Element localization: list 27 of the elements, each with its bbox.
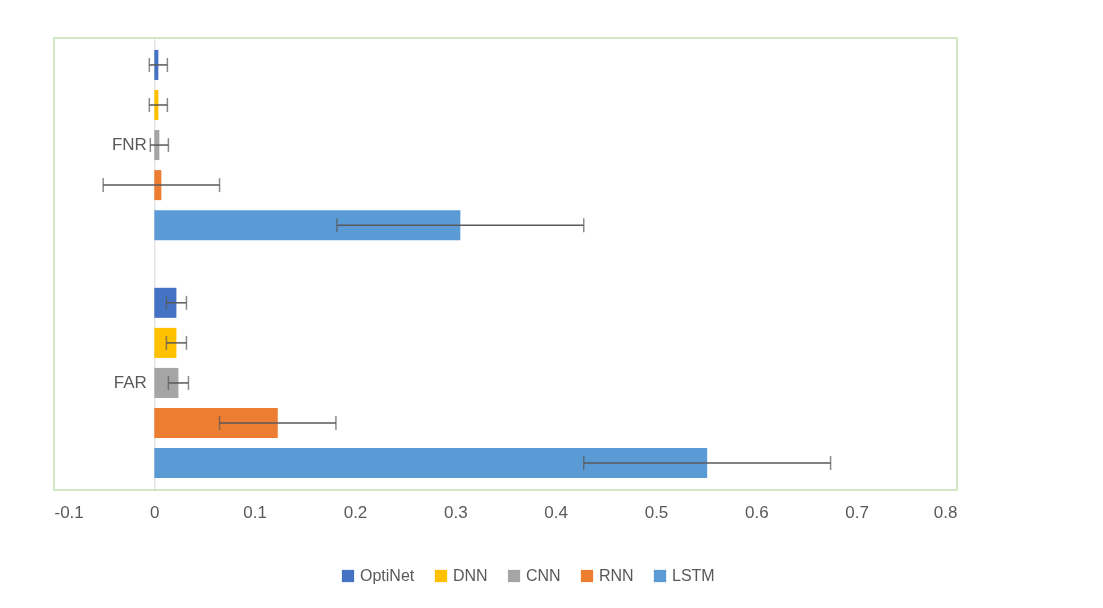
bar — [154, 327, 177, 358]
x-tick-label: 0.5 — [644, 502, 669, 522]
bar — [154, 170, 162, 201]
x-tick-label: 0.7 — [845, 502, 869, 522]
x-tick-label: 0.8 — [933, 502, 958, 522]
bar — [154, 89, 159, 121]
x-tick-label: 0.4 — [544, 502, 568, 522]
bar — [154, 287, 177, 318]
y-tick-label: FAR — [113, 372, 147, 392]
legend-label: LSTM — [672, 567, 715, 584]
y-tick-label: FNR — [111, 135, 147, 155]
bar — [154, 367, 179, 398]
legend-label: CNN — [526, 567, 561, 584]
legend-label: DNN — [453, 567, 488, 584]
x-tick-label: 0.2 — [343, 502, 368, 522]
bar — [154, 407, 278, 439]
bar — [154, 49, 159, 80]
x-tick-label: 0 — [150, 502, 160, 522]
bar — [154, 448, 708, 479]
legend-label: OptiNet — [360, 567, 415, 584]
bar — [154, 210, 461, 241]
x-tick-label: -0.1 — [54, 502, 84, 522]
bar — [154, 130, 160, 161]
x-tick-label: 0.1 — [243, 502, 267, 522]
legend-label: RNN — [599, 567, 634, 584]
x-tick-label: 0.6 — [745, 502, 769, 522]
x-tick-label: 0.3 — [444, 502, 468, 522]
